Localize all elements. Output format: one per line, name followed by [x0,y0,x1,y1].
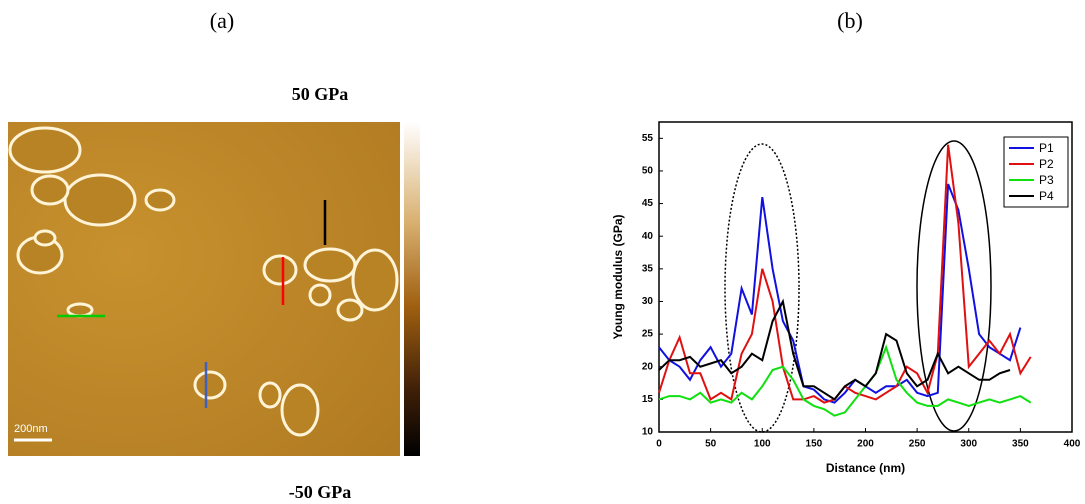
x-tick-label: 0 [656,439,662,450]
y-tick-label: 45 [642,198,654,209]
x-tick-label: 300 [960,439,977,450]
panel-label: (b) [837,8,863,33]
series-line [658,344,1032,417]
legend-label: P4 [1039,189,1054,203]
y-tick-label: 35 [642,263,654,274]
y-tick-label: 10 [642,427,654,438]
y-tick-label: 15 [642,394,654,405]
legend-label: P1 [1039,141,1054,155]
x-tick-label: 100 [754,439,771,450]
scale-max: 50 GPa [292,84,349,104]
x-tick-label: 350 [1012,439,1029,450]
y-tick-label: 25 [642,329,654,340]
x-tick-label: 200 [857,439,874,450]
x-axis-label: Distance (nm) [826,461,905,475]
series-line [658,298,1011,401]
legend-label: P3 [1039,173,1054,187]
y-axis-label: Young modulus (GPa) [611,214,625,339]
scale-bar-label: 200nm [14,423,48,435]
y-tick-label: 40 [642,231,654,242]
y-tick-label: 30 [642,296,654,307]
afm-image: 200nm [8,122,400,456]
panel-label: (a) [210,8,234,33]
x-tick-label: 400 [1064,439,1081,450]
y-tick-label: 55 [642,133,654,144]
y-tick-label: 20 [642,361,654,372]
x-tick-label: 250 [909,439,926,450]
colorbar [404,122,420,456]
x-tick-label: 50 [705,439,717,450]
scale-min: -50 GPa [289,482,352,502]
x-tick-label: 150 [806,439,823,450]
y-tick-label: 50 [642,166,654,177]
series-line [658,144,1032,404]
series-line [658,183,1022,404]
annotations [724,140,992,433]
legend-label: P2 [1039,157,1054,171]
